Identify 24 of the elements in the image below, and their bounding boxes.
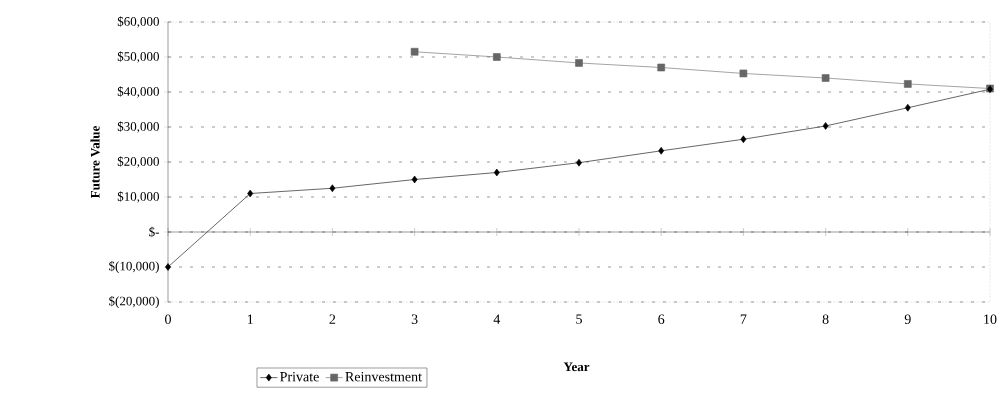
x-axis-title: Year xyxy=(563,362,590,372)
x-tick-label: 10 xyxy=(984,314,997,324)
x-tick-label: 6 xyxy=(658,314,665,324)
x-tick-label: 5 xyxy=(576,314,582,324)
y-tick-label: $60,000 xyxy=(117,16,159,28)
x-tick-label: 3 xyxy=(411,314,418,324)
y-tick-label: $40,000 xyxy=(117,86,159,98)
y-tick-label: $(20,000) xyxy=(109,295,159,309)
x-tick-label: 9 xyxy=(904,314,911,324)
y-tick-label: $20,000 xyxy=(117,156,159,168)
y-tick-label: $30,000 xyxy=(117,121,159,133)
y-tick-label: $50,000 xyxy=(117,51,159,63)
x-tick-label: 2 xyxy=(329,314,336,324)
x-tick-label: 8 xyxy=(822,314,829,324)
x-tick-label: 0 xyxy=(165,314,171,324)
x-tick-label: 1 xyxy=(247,314,253,324)
x-tick-label: 4 xyxy=(493,314,501,324)
y-tick-label: $10,000 xyxy=(117,191,159,203)
x-tick-label: 7 xyxy=(740,314,747,324)
legend-label: Private xyxy=(280,372,319,382)
y-axis-title: Future Value xyxy=(90,126,100,199)
y-tick-label: $- xyxy=(149,226,159,238)
y-tick-label: $(10,000) xyxy=(109,260,159,274)
legend-label: Reinvestment xyxy=(345,372,422,382)
